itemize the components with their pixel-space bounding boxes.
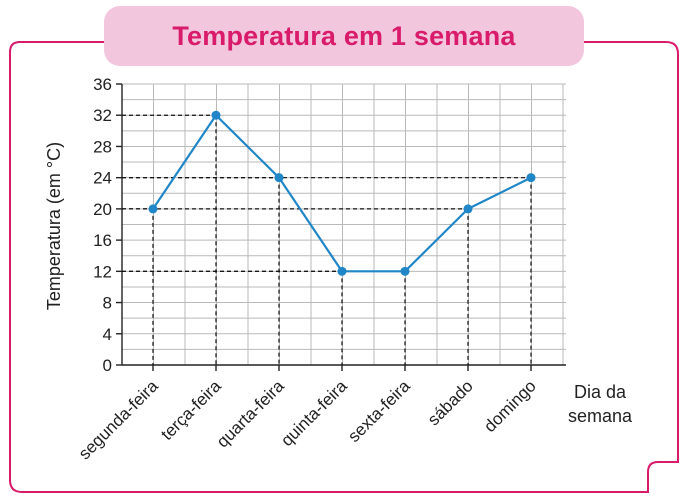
- grid: [121, 83, 566, 366]
- y-axis-label: Temperatura (em °C): [44, 142, 64, 310]
- y-tick-label: 8: [103, 294, 112, 313]
- y-tick-label: 28: [93, 137, 112, 156]
- x-axis-label-line2: semana: [568, 406, 633, 426]
- y-tick-label: 12: [93, 262, 112, 281]
- x-tick-label: sexta-feira: [344, 376, 414, 446]
- data-point: [463, 204, 473, 214]
- data-point: [400, 266, 410, 276]
- y-tick-label: 0: [103, 356, 112, 375]
- x-tick-label: quarta-feira: [213, 376, 288, 451]
- x-axis-label-line1: Dia da: [574, 382, 627, 402]
- y-tick-label: 20: [93, 200, 112, 219]
- y-tick-label: 4: [103, 325, 112, 344]
- data-point: [337, 266, 347, 276]
- data-point: [274, 173, 284, 183]
- x-tick-labels: segunda-feiraterça-feiraquarta-feiraquin…: [75, 376, 540, 463]
- x-tick-label: segunda-feira: [75, 376, 162, 463]
- title-box: Temperatura em 1 semana: [104, 6, 584, 66]
- x-tick-label: quinta-feira: [277, 376, 351, 450]
- axes: [116, 83, 566, 371]
- data-points: [148, 110, 536, 276]
- x-tick-label: domingo: [480, 376, 540, 436]
- x-tick-label: terça-feira: [157, 376, 225, 444]
- data-point: [148, 204, 158, 214]
- y-tick-label: 16: [93, 231, 112, 250]
- data-point: [211, 110, 221, 120]
- chart-title: Temperatura em 1 semana: [172, 20, 516, 51]
- y-tick-labels: 0 4 8 12 16 20 24 28 32 36: [93, 75, 112, 375]
- y-tick-label: 36: [93, 75, 112, 94]
- x-tick-label: sábado: [424, 376, 477, 429]
- y-tick-label: 32: [93, 106, 112, 125]
- data-point: [526, 173, 536, 183]
- y-tick-label: 24: [93, 169, 112, 188]
- guide-lines: [122, 114, 532, 365]
- frame-border: [9, 41, 679, 493]
